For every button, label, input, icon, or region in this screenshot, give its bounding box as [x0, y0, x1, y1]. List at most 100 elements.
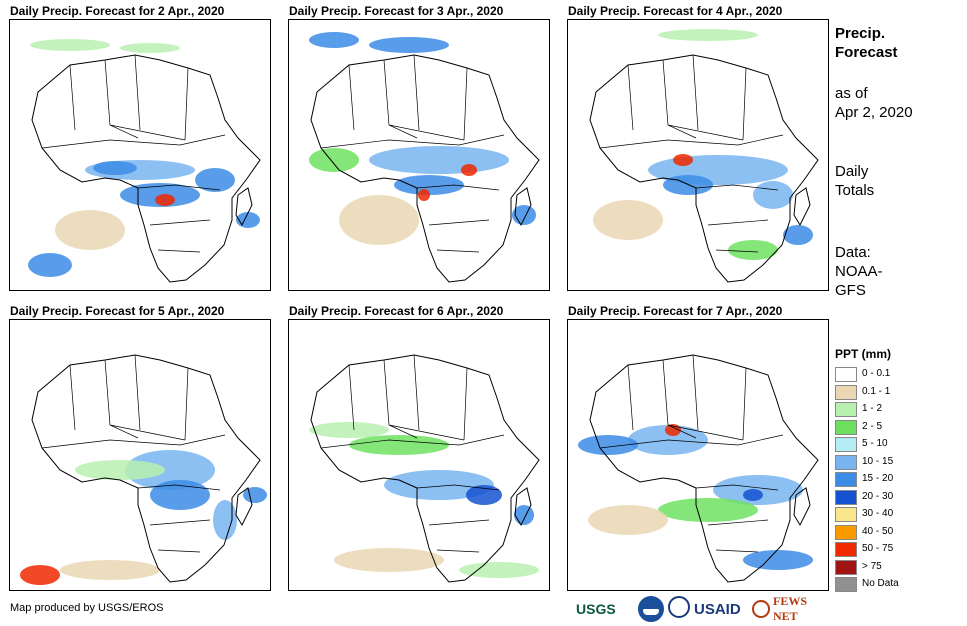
legend-label: 2 - 5 [862, 420, 883, 432]
precip-area [658, 29, 758, 41]
fews-net-seal-logo [752, 600, 770, 618]
africa-map [309, 32, 540, 283]
country-borders [41, 54, 226, 253]
precip-area [384, 470, 494, 500]
usaid-seal-logo [668, 596, 690, 618]
legend-swatch [835, 437, 857, 452]
precip-area [55, 210, 125, 250]
legend-swatch [835, 577, 857, 592]
precip-area [459, 562, 539, 578]
madagascar [235, 187, 253, 227]
precip-area [60, 560, 160, 580]
sidebar-title-line: Precip. [835, 25, 886, 42]
precip-area [578, 435, 638, 455]
precip-area [195, 168, 235, 192]
data-source-line: GFS [835, 282, 866, 299]
panel-title: Daily Precip. Forecast for 4 Apr., 2020 [568, 4, 783, 18]
legend-swatch [835, 559, 857, 575]
legend-label: 15 - 20 [862, 473, 894, 484]
precip-area [309, 148, 359, 172]
precip-area [466, 485, 502, 505]
legend-swatch [835, 402, 857, 417]
panel-title: Daily Precip. Forecast for 6 Apr., 2020 [289, 304, 504, 318]
fews-net-logo: FEWS NET [773, 594, 808, 623]
precip-area [236, 212, 260, 228]
totals-line: Daily [835, 163, 869, 180]
country-borders [599, 54, 784, 253]
coastline [310, 354, 540, 583]
madagascar [235, 487, 253, 527]
forecast-map [9, 319, 271, 591]
legend-label: 0.1 - 1 [862, 385, 891, 397]
africa-map [578, 354, 819, 583]
precip-area [394, 175, 464, 195]
forecast-map [288, 19, 550, 291]
legend-label: 5 - 10 [862, 438, 888, 449]
forecast-map [288, 319, 550, 591]
precip-area [783, 225, 813, 245]
panel-title: Daily Precip. Forecast for 3 Apr., 2020 [289, 4, 504, 18]
data-source-line: Data: [835, 244, 871, 261]
sidebar-title-line: Forecast [835, 44, 898, 61]
precip-area [593, 200, 663, 240]
legend-label: 20 - 30 [862, 490, 894, 502]
precip-area [588, 505, 668, 535]
legend-label: 0 - 0.1 [862, 368, 891, 379]
country-borders [599, 354, 784, 553]
precip-area [369, 146, 509, 174]
totals-line: Totals [835, 182, 875, 199]
africa-map [589, 29, 819, 283]
precip-area [120, 43, 180, 53]
legend-label: > 75 [862, 560, 882, 572]
precip-area [743, 489, 763, 501]
panel-title: Daily Precip. Forecast for 5 Apr., 2020 [10, 304, 225, 318]
panel-title: Daily Precip. Forecast for 7 Apr., 2020 [568, 304, 783, 318]
precip-area [369, 37, 449, 53]
country-borders [320, 354, 505, 553]
madagascar [514, 187, 532, 227]
totals-label: Daily Totals [835, 162, 874, 200]
legend-label: 50 - 75 [862, 543, 894, 554]
data-source: Data: NOAA- GFS [835, 243, 883, 300]
legend-swatch [835, 367, 857, 382]
legend-label: 1 - 2 [862, 403, 883, 414]
africa-map [28, 39, 261, 283]
madagascar [793, 187, 811, 227]
precip-area [339, 195, 419, 245]
precip-area [673, 154, 693, 166]
precip-area [349, 435, 449, 455]
legend-swatch [835, 507, 857, 522]
precip-area [753, 181, 793, 209]
as-of-label: as of [835, 85, 868, 102]
precip-area [309, 422, 389, 438]
legend-title: PPT (mm) [835, 347, 892, 361]
noaa-logo [638, 596, 664, 622]
precip-area [418, 189, 430, 201]
forecast-map [567, 319, 829, 591]
legend-label: 40 - 50 [862, 525, 894, 537]
precip-area [150, 480, 210, 510]
legend-swatch [835, 454, 857, 470]
data-source-line: NOAA- [835, 263, 883, 280]
panel-title: Daily Precip. Forecast for 2 Apr., 2020 [10, 4, 225, 18]
precip-area [155, 194, 175, 206]
legend-label: 30 - 40 [862, 508, 894, 519]
madagascar [514, 487, 532, 527]
country-borders [41, 354, 226, 553]
precip-area [658, 498, 758, 522]
precip-area [20, 565, 60, 585]
legend-label: 10 - 15 [862, 455, 894, 467]
legend-swatch [835, 472, 857, 487]
precip-area [30, 39, 110, 51]
legend-label: No Data [862, 578, 899, 589]
legend-swatch [835, 524, 857, 540]
precip-area [743, 550, 813, 570]
legend-swatch [835, 384, 857, 400]
precip-area [309, 32, 359, 48]
precip-area [125, 450, 215, 490]
usgs-logo: USGS [576, 601, 616, 617]
precip-area [28, 253, 72, 277]
map-credit: Map produced by USGS/EROS [10, 602, 164, 614]
as-of-value: Apr 2, 2020 [835, 104, 913, 121]
precip-area [663, 175, 713, 195]
